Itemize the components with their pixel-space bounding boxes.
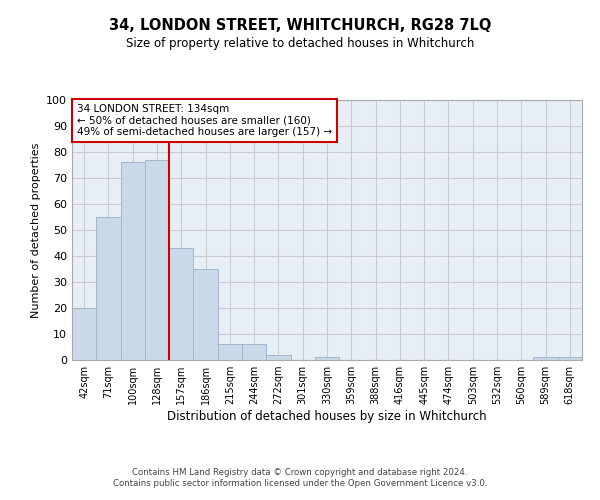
Bar	[193, 269, 218, 360]
Text: 34 LONDON STREET: 134sqm
← 50% of detached houses are smaller (160)
49% of semi-: 34 LONDON STREET: 134sqm ← 50% of detach…	[77, 104, 332, 137]
Text: Size of property relative to detached houses in Whitchurch: Size of property relative to detached ho…	[126, 38, 474, 51]
Bar	[533, 358, 558, 360]
Bar	[72, 308, 96, 360]
Y-axis label: Number of detached properties: Number of detached properties	[31, 142, 41, 318]
Bar	[266, 355, 290, 360]
Bar	[242, 344, 266, 360]
Bar	[169, 248, 193, 360]
Bar	[145, 160, 169, 360]
Text: Contains HM Land Registry data © Crown copyright and database right 2024.
Contai: Contains HM Land Registry data © Crown c…	[113, 468, 487, 487]
Bar	[315, 358, 339, 360]
Bar	[96, 217, 121, 360]
Text: 34, LONDON STREET, WHITCHURCH, RG28 7LQ: 34, LONDON STREET, WHITCHURCH, RG28 7LQ	[109, 18, 491, 32]
Bar	[558, 358, 582, 360]
Bar	[218, 344, 242, 360]
X-axis label: Distribution of detached houses by size in Whitchurch: Distribution of detached houses by size …	[167, 410, 487, 423]
Bar	[121, 162, 145, 360]
